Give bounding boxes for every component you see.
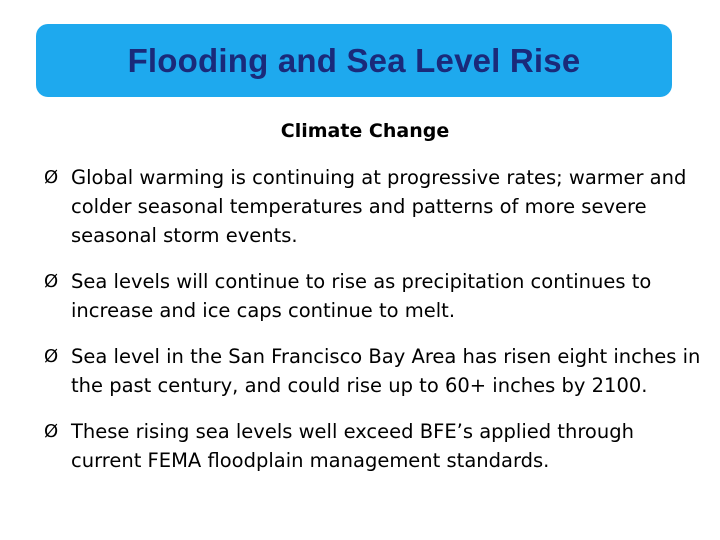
- arrow-bullet-icon: Ø: [44, 346, 59, 367]
- slide-subtitle: Climate Change: [280, 120, 450, 142]
- arrow-bullet-icon: Ø: [44, 271, 59, 292]
- bullet-text: Global warming is continuing at progress…: [71, 166, 687, 247]
- bullet-list: Ø Global warming is continuing at progre…: [44, 163, 704, 492]
- bullet-item: Ø Sea level in the San Francisco Bay Are…: [44, 342, 704, 400]
- bullet-item: Ø These rising sea levels well exceed BF…: [44, 417, 704, 475]
- title-banner: Flooding and Sea Level Rise: [36, 24, 672, 97]
- arrow-bullet-icon: Ø: [44, 167, 59, 188]
- bullet-item: Ø Global warming is continuing at progre…: [44, 163, 704, 250]
- arrow-bullet-icon: Ø: [44, 421, 59, 442]
- bullet-item: Ø Sea levels will continue to rise as pr…: [44, 267, 704, 325]
- bullet-text: These rising sea levels well exceed BFE’…: [71, 420, 634, 472]
- slide-title: Flooding and Sea Level Rise: [127, 41, 581, 79]
- bullet-text: Sea level in the San Francisco Bay Area …: [71, 345, 701, 397]
- bullet-text: Sea levels will continue to rise as prec…: [71, 270, 652, 322]
